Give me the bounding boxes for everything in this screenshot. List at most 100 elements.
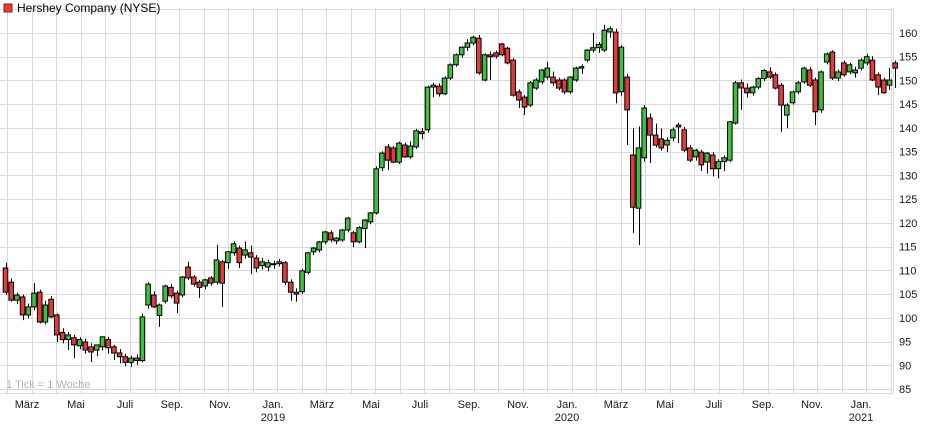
- candle-body-down: [196, 281, 203, 288]
- candle-body-up: [242, 249, 248, 256]
- candle: [93, 344, 100, 357]
- candle-body-down: [71, 337, 77, 346]
- candle: [516, 89, 522, 108]
- candle: [732, 80, 739, 125]
- chart-title: Hershey Company (NYSE): [17, 1, 160, 15]
- candle: [384, 144, 391, 171]
- candle: [54, 313, 60, 343]
- candle: [59, 328, 66, 344]
- candle: [327, 230, 334, 243]
- candle-body-up: [481, 54, 488, 81]
- candle-body-up: [128, 357, 134, 363]
- candle: [362, 219, 368, 249]
- candle: [151, 291, 157, 308]
- candle: [624, 73, 630, 146]
- candle-body-up: [715, 161, 722, 170]
- candle: [538, 69, 545, 85]
- candle-body-up: [31, 292, 37, 308]
- candle: [179, 276, 186, 298]
- candle: [681, 126, 688, 153]
- x-axis-year-label: 2020: [555, 412, 579, 424]
- candle: [612, 28, 619, 104]
- x-axis-month-label: Mai: [67, 399, 85, 411]
- candle-body-down: [612, 31, 619, 94]
- candle: [436, 83, 442, 97]
- candle-body-down: [476, 37, 482, 74]
- candle-body-up: [823, 53, 830, 63]
- candle-body-up: [664, 139, 670, 146]
- candle: [761, 69, 767, 81]
- candle: [664, 136, 670, 153]
- candle: [441, 76, 448, 96]
- candle-body-up: [538, 69, 545, 83]
- candle: [584, 49, 591, 63]
- candle: [122, 353, 129, 367]
- candle-body-down: [82, 341, 89, 351]
- x-axis-month-label: Juli: [706, 399, 723, 411]
- candle-body-up: [858, 59, 864, 69]
- candle: [601, 24, 608, 52]
- candle: [316, 240, 322, 253]
- candle-body-up: [145, 283, 151, 306]
- candle: [190, 275, 197, 287]
- candle: [128, 355, 134, 368]
- candle: [447, 63, 454, 80]
- candle-body-down: [738, 82, 745, 89]
- candle-body-up: [670, 129, 676, 139]
- candle: [481, 53, 488, 82]
- candle: [270, 260, 277, 269]
- candle-body-down: [436, 85, 442, 95]
- candle-body-up: [886, 79, 893, 86]
- candle: [635, 126, 642, 246]
- candle: [704, 152, 710, 174]
- x-axis-month-label: Jan.: [263, 399, 284, 411]
- candle-body-up: [458, 46, 465, 56]
- candle: [76, 337, 83, 350]
- candle-body-down: [247, 252, 254, 258]
- candle: [812, 77, 819, 126]
- candle: [42, 300, 49, 325]
- candle: [892, 60, 899, 89]
- x-axis-month-label: Mai: [656, 399, 674, 411]
- candle-body-down: [287, 281, 294, 293]
- candle: [139, 313, 146, 363]
- candle-body-down: [516, 91, 522, 101]
- candle-body-up: [413, 130, 419, 148]
- x-axis-month-label: März: [604, 399, 628, 411]
- x-axis-month-label: März: [15, 399, 39, 411]
- candle-body-up: [65, 334, 72, 341]
- candle-body-up: [396, 142, 402, 163]
- candle: [458, 46, 465, 58]
- candle: [71, 334, 77, 359]
- candle: [111, 344, 117, 361]
- candle: [630, 128, 636, 233]
- candle: [527, 80, 534, 108]
- candle-body-down: [698, 151, 705, 166]
- x-axis-year-label: 2019: [261, 412, 285, 424]
- candle-body-down: [778, 84, 784, 106]
- candle-body-down: [806, 69, 813, 86]
- candle-body-down: [111, 346, 117, 354]
- candle-body-up: [441, 77, 448, 95]
- candle-body-down: [36, 291, 43, 323]
- candle-body-up: [259, 261, 265, 267]
- candle: [367, 211, 374, 225]
- y-axis-tick: 95: [899, 337, 911, 349]
- candle-body-up: [544, 67, 551, 78]
- candle: [863, 53, 870, 66]
- candle: [185, 261, 191, 280]
- candle: [247, 245, 254, 275]
- candle: [173, 290, 180, 314]
- candle: [230, 241, 237, 256]
- candle: [424, 85, 431, 133]
- candle-body-up: [784, 104, 790, 116]
- candle: [253, 255, 260, 273]
- x-axis-month-label: Sep.: [458, 399, 481, 411]
- candle-body-down: [521, 96, 528, 108]
- candle: [25, 303, 32, 319]
- candle-body-down: [327, 232, 334, 241]
- candle: [208, 276, 214, 286]
- candle: [510, 58, 516, 97]
